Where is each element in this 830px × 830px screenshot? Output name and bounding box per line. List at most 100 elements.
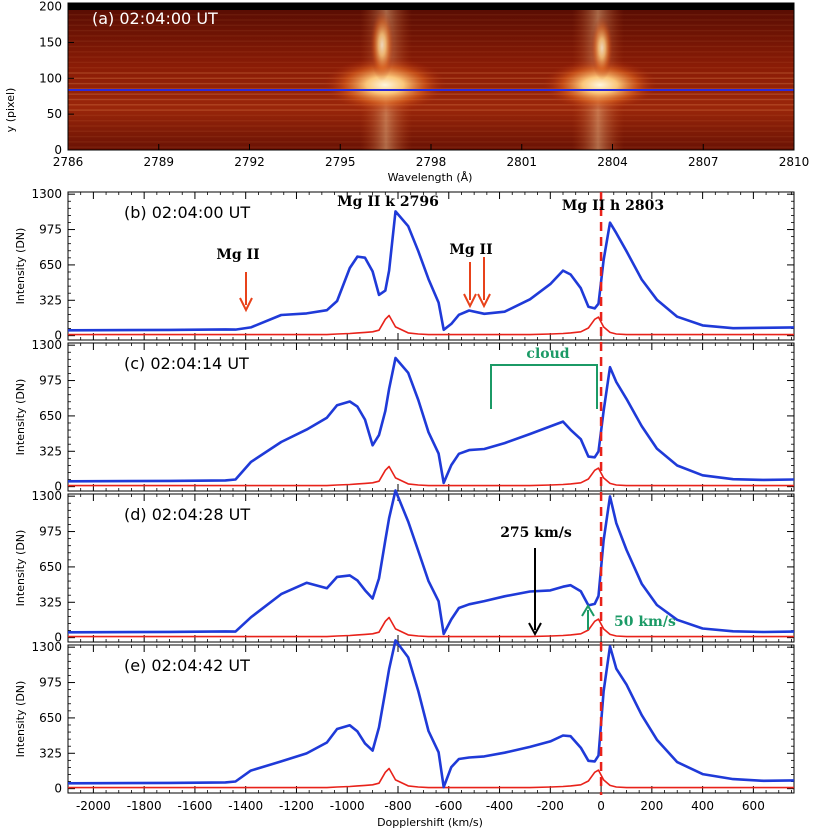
x-tick-label: -1000 — [330, 799, 365, 813]
x-tick-label: -1400 — [228, 799, 263, 813]
y-tick-label: 650 — [39, 258, 62, 272]
spectrogram-black-band — [68, 3, 794, 12]
y-tick-label: 975 — [39, 676, 62, 690]
y-axis-title: Intensity (DN) — [14, 379, 27, 456]
spectrogram-streak — [68, 40, 794, 42]
h-line-emission — [542, 59, 658, 111]
panel-title: (c) 02:04:14 UT — [124, 354, 249, 373]
y-axis-title: Intensity (DN) — [14, 530, 27, 607]
spectrogram-title: (a) 02:04:00 UT — [92, 9, 218, 28]
mg-h-label: Mg II h 2803 — [562, 198, 664, 214]
y-tick-label: 325 — [39, 746, 62, 760]
spectrogram-y-tick-label: 50 — [47, 107, 62, 121]
mg-ii-mid-label: Mg II — [449, 242, 492, 258]
speed-black-arrowhead — [528, 622, 542, 637]
y-tick-label: 1300 — [31, 187, 62, 201]
spectrogram-streak — [68, 51, 794, 53]
doppler-x-tick-labels: -2000 -1800 -1600 -1400 -1200 -1000 -800 -600 -4… — [76, 799, 765, 813]
spectrogram-x-tick-label: 2792 — [234, 155, 265, 169]
mg-ii-mid-arrowhead-2 — [477, 293, 491, 309]
annotations: Mg II k 2796 Mg II h 2803 Mg II Mg II cl… — [216, 194, 676, 637]
spectrogram-y-tick-label: 200 — [39, 0, 62, 14]
y-tick-label: 325 — [39, 595, 62, 609]
spectrogram-streak — [68, 56, 794, 58]
spectrogram-x-tick-label: 2801 — [506, 155, 537, 169]
spectrogram-x-tick-label: 2810 — [779, 155, 810, 169]
spectrogram-y-tick-label: 100 — [39, 71, 62, 85]
spectrogram-x-tick-label: 2786 — [53, 155, 84, 169]
spectrogram-y-axis-title: y (pixel) — [4, 88, 17, 133]
y-tick-label: 1300 — [31, 338, 62, 352]
profile-panels: 0 325 650 975 1300 Intensity (DN) (b) 02:04:00… — [14, 187, 795, 796]
y-tick-label: 650 — [39, 409, 62, 423]
spectrogram-y-ticks: 0 50 100 150 200 — [39, 0, 74, 157]
reference-profile-line — [68, 314, 794, 336]
reference-profile-line — [68, 616, 794, 638]
x-tick-label: 0 — [597, 799, 605, 813]
spectrogram-streak — [68, 24, 794, 26]
cloud-bracket — [490, 364, 598, 409]
spectrogram-x-axis-title: Wavelength (Å) — [388, 171, 473, 184]
x-tick-label: 200 — [640, 799, 663, 813]
reference-profile-line — [68, 767, 794, 789]
spectrogram-streak — [68, 61, 794, 64]
spectrogram-x-tick-label: 2798 — [416, 155, 447, 169]
y-tick-label: 1300 — [31, 640, 62, 654]
observed-profile-line — [67, 489, 795, 636]
profile-panel-c: 0 325 650 975 1300 Intensity (DN) (c) 02:04:14… — [14, 338, 795, 494]
x-tick-label: 600 — [742, 799, 765, 813]
spectrogram-streak — [68, 141, 794, 143]
mg-ii-left-arrowhead — [239, 297, 253, 313]
y-tick-label: 975 — [39, 525, 62, 539]
y-tick-label: 325 — [39, 444, 62, 458]
x-tick-label: -600 — [435, 799, 462, 813]
k-line-emission — [323, 57, 447, 113]
spectrogram-streak — [68, 29, 794, 32]
y-axis-title: Intensity (DN) — [14, 681, 27, 758]
y-tick-label: 650 — [39, 711, 62, 725]
spectrogram-x-ticks: 2786 2789 2792 2795 2798 2801 2804 2807 2810 — [53, 144, 810, 169]
mg-ii-left-label: Mg II — [216, 247, 259, 263]
profile-panel-b: 0 325 650 975 1300 Intensity (DN) (b) 02:04:00… — [14, 187, 795, 343]
spectrogram-streak — [68, 130, 794, 132]
spectrogram-streak — [68, 35, 794, 37]
y-tick-label: 0 — [54, 782, 62, 796]
x-tick-label: -200 — [537, 799, 564, 813]
profile-frame — [67, 342, 795, 492]
profile-frame — [67, 191, 795, 341]
doppler-x-axis-title: Dopplershift (km/s) — [377, 816, 483, 829]
profile-panel-d: 0 325 650 975 1300 Intensity (DN) (d) 02:04:28… — [14, 489, 795, 645]
spectrogram-x-tick-label: 2804 — [597, 155, 628, 169]
spectrogram-streak — [68, 19, 794, 21]
y-tick-label: 0 — [54, 631, 62, 645]
panel-title: (e) 02:04:42 UT — [124, 656, 250, 675]
panel-title: (d) 02:04:28 UT — [124, 505, 250, 524]
spectrogram-x-tick-label: 2789 — [143, 155, 174, 169]
profile-frame — [67, 644, 795, 794]
profile-panel-e: 0 325 650 975 1300 Intensity (DN) (e) 02:04:42… — [14, 639, 795, 796]
spectrogram-streak — [68, 135, 794, 138]
y-tick-label: 975 — [39, 374, 62, 388]
spectrogram-y-tick-label: 150 — [39, 35, 62, 49]
spectrogram-x-tick-label: 2807 — [688, 155, 719, 169]
cloud-label: cloud — [526, 346, 569, 362]
spectrogram-streak — [68, 104, 794, 106]
speed-green-arrowhead — [581, 604, 595, 617]
spectrogram-x-tick-label: 2795 — [325, 155, 356, 169]
x-tick-label: -800 — [384, 799, 411, 813]
x-tick-label: -1200 — [279, 799, 314, 813]
spectrogram-streak — [68, 14, 794, 16]
x-tick-label: -400 — [486, 799, 513, 813]
observed-profile-line — [67, 356, 795, 485]
panel-title: (b) 02:04:00 UT — [124, 203, 250, 222]
y-axis-title: Intensity (DN) — [14, 228, 27, 305]
h-line-core — [591, 16, 613, 80]
reference-profile-line — [68, 465, 794, 487]
x-tick-label: -2000 — [76, 799, 111, 813]
y-tick-label: 0 — [54, 480, 62, 494]
speed-black-label: 275 km/s — [500, 525, 572, 541]
mg-k-label: Mg II k 2796 — [337, 194, 439, 210]
y-tick-label: 650 — [39, 560, 62, 574]
spectrogram-panel: (a) 02:04:00 UT 0 50 100 150 200 2786 2789 279… — [4, 0, 809, 184]
